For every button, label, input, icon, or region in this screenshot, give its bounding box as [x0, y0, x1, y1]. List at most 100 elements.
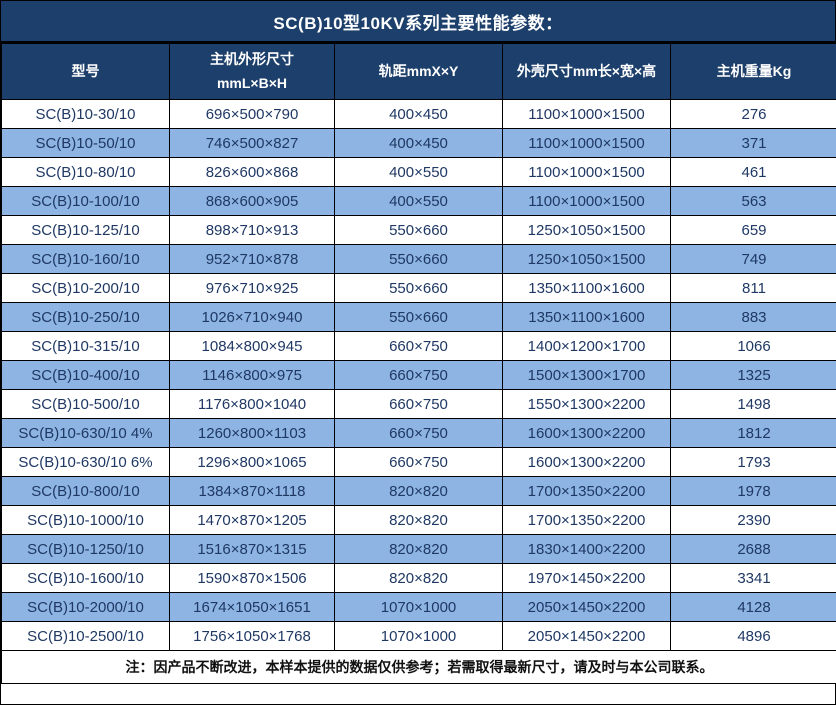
table-cell: 550×660	[334, 273, 503, 303]
table-cell: 3341	[670, 563, 836, 593]
table-cell: 400×550	[334, 157, 503, 187]
table-cell: 1296×800×1065	[169, 447, 335, 477]
header-row: 型号 主机外形尺寸 mmL×B×H 轨距mmX×Y 外壳尺寸mm长×宽×高 主机…	[1, 43, 836, 100]
table-cell: 400×450	[334, 128, 503, 158]
table-cell: 1970×1450×2200	[502, 563, 671, 593]
table-row: SC(B)10-315/10 1084×800×945 660×750 1400×12…	[1, 331, 836, 361]
table-cell: 4896	[670, 621, 836, 651]
footnote-row: 注：因产品不断改进，本样本提供的数据仅供参考；若需取得最新尺寸，请及时与本公司联…	[1, 650, 836, 684]
table-cell: 1756×1050×1768	[169, 621, 335, 651]
table-cell: SC(B)10-630/10 4%	[1, 418, 170, 448]
table-row: SC(B)10-800/10 1384×870×1118 820×820 1700×1…	[1, 476, 836, 506]
table-cell: 976×710×925	[169, 273, 335, 303]
table-cell: 826×600×868	[169, 157, 335, 187]
table-cell: SC(B)10-30/10	[1, 99, 170, 129]
table-cell: SC(B)10-800/10	[1, 476, 170, 506]
table-cell: 550×660	[334, 215, 503, 245]
table-cell: SC(B)10-1250/10	[1, 534, 170, 564]
table-cell: 660×750	[334, 389, 503, 419]
table-row: SC(B)10-2500/10 1756×1050×1768 1070×1000 20…	[1, 621, 836, 651]
table-row: SC(B)10-1600/10 1590×870×1506 820×820 1970×…	[1, 563, 836, 593]
table-cell: 2688	[670, 534, 836, 564]
table-footer: 注：因产品不断改进，本样本提供的数据仅供参考；若需取得最新尺寸，请及时与本公司联…	[1, 650, 836, 684]
table-cell: SC(B)10-500/10	[1, 389, 170, 419]
table-cell: 659	[670, 215, 836, 245]
table-cell: 660×750	[334, 418, 503, 448]
table-cell: 1100×1000×1500	[502, 186, 671, 216]
table-cell: SC(B)10-2000/10	[1, 592, 170, 622]
table-row: SC(B)10-630/10 6% 1296×800×1065 660×750 160…	[1, 447, 836, 477]
table-cell: SC(B)10-250/10	[1, 302, 170, 332]
table-cell: SC(B)10-315/10	[1, 331, 170, 361]
table-cell: 1978	[670, 476, 836, 506]
table-cell: 820×820	[334, 534, 503, 564]
table-row: SC(B)10-1000/10 1470×870×1205 820×820 1700×…	[1, 505, 836, 535]
table-cell: 898×710×913	[169, 215, 335, 245]
table-cell: 1830×1400×2200	[502, 534, 671, 564]
table-cell: 1260×800×1103	[169, 418, 335, 448]
table-cell: SC(B)10-1000/10	[1, 505, 170, 535]
table-cell: 1100×1000×1500	[502, 157, 671, 187]
table-cell: 952×710×878	[169, 244, 335, 274]
table-cell: 1600×1300×2200	[502, 447, 671, 477]
table-cell: 1400×1200×1700	[502, 331, 671, 361]
table-cell: 2390	[670, 505, 836, 535]
table-cell: 1498	[670, 389, 836, 419]
table-cell: 820×820	[334, 476, 503, 506]
col-header-shell-dimensions: 外壳尺寸mm长×宽×高	[502, 43, 671, 100]
table-cell: 550×660	[334, 244, 503, 274]
table-cell: 1500×1300×1700	[502, 360, 671, 390]
table-cell: 660×750	[334, 447, 503, 477]
table-cell: 2050×1450×2200	[502, 621, 671, 651]
table-cell: 4128	[670, 592, 836, 622]
table-cell: SC(B)10-200/10	[1, 273, 170, 303]
table-cell: 400×550	[334, 186, 503, 216]
col-header-model: 型号	[1, 43, 170, 100]
footnote: 注：因产品不断改进，本样本提供的数据仅供参考；若需取得最新尺寸，请及时与本公司联…	[1, 650, 836, 684]
table-header: 型号 主机外形尺寸 mmL×B×H 轨距mmX×Y 外壳尺寸mm长×宽×高 主机…	[1, 43, 836, 100]
table-row: SC(B)10-1250/10 1516×870×1315 820×820 1830×…	[1, 534, 836, 564]
spec-table: 型号 主机外形尺寸 mmL×B×H 轨距mmX×Y 外壳尺寸mm长×宽×高 主机…	[1, 43, 836, 684]
table-cell: SC(B)10-50/10	[1, 128, 170, 158]
table-cell: 1176×800×1040	[169, 389, 335, 419]
table-cell: 660×750	[334, 331, 503, 361]
table-cell: 1146×800×975	[169, 360, 335, 390]
table-cell: SC(B)10-125/10	[1, 215, 170, 245]
table-cell: 1070×1000	[334, 592, 503, 622]
table-row: SC(B)10-125/10 898×710×913 550×660 1250×105…	[1, 215, 836, 245]
col-header-main-dimensions: 主机外形尺寸 mmL×B×H	[169, 43, 335, 100]
table-cell: 820×820	[334, 563, 503, 593]
table-cell: 1470×870×1205	[169, 505, 335, 535]
table-cell: 550×660	[334, 302, 503, 332]
table-cell: 371	[670, 128, 836, 158]
table-cell: 749	[670, 244, 836, 274]
table-cell: 868×600×905	[169, 186, 335, 216]
table-cell: SC(B)10-2500/10	[1, 621, 170, 651]
table-cell: SC(B)10-630/10 6%	[1, 447, 170, 477]
table-row: SC(B)10-160/10 952×710×878 550×660 1250×105…	[1, 244, 836, 274]
table-row: SC(B)10-80/10 826×600×868 400×550 1100×1000…	[1, 157, 836, 187]
table-row: SC(B)10-400/10 1146×800×975 660×750 1500×13…	[1, 360, 836, 390]
table-row: SC(B)10-200/10 976×710×925 550×660 1350×110…	[1, 273, 836, 303]
table-cell: 400×450	[334, 99, 503, 129]
table-cell: SC(B)10-160/10	[1, 244, 170, 274]
table-cell: 461	[670, 157, 836, 187]
table-cell: 1516×870×1315	[169, 534, 335, 564]
table-cell: SC(B)10-80/10	[1, 157, 170, 187]
table-cell: 1700×1350×2200	[502, 505, 671, 535]
table-cell: 563	[670, 186, 836, 216]
table-cell: 1350×1100×1600	[502, 302, 671, 332]
table-cell: 746×500×827	[169, 128, 335, 158]
table-cell: 1350×1100×1600	[502, 273, 671, 303]
table-row: SC(B)10-50/10 746×500×827 400×450 1100×1000…	[1, 128, 836, 158]
table-row: SC(B)10-100/10 868×600×905 400×550 1100×100…	[1, 186, 836, 216]
table-cell: 1084×800×945	[169, 331, 335, 361]
table-cell: 276	[670, 99, 836, 129]
table-cell: 883	[670, 302, 836, 332]
table-cell: 2050×1450×2200	[502, 592, 671, 622]
table-cell: SC(B)10-100/10	[1, 186, 170, 216]
table-cell: 1066	[670, 331, 836, 361]
table-cell: 1070×1000	[334, 621, 503, 651]
table-cell: 1026×710×940	[169, 302, 335, 332]
table-row: SC(B)10-250/10 1026×710×940 550×660 1350×11…	[1, 302, 836, 332]
